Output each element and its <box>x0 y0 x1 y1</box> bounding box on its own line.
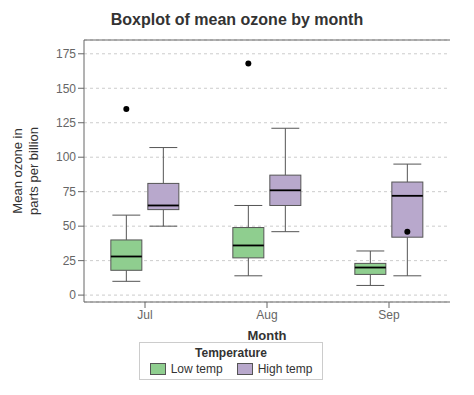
svg-text:100: 100 <box>56 150 76 164</box>
svg-text:50: 50 <box>63 219 77 233</box>
svg-text:175: 175 <box>56 47 76 61</box>
svg-text:Month: Month <box>248 328 287 343</box>
html-text:High temp: High temp <box>257 362 313 376</box>
svg-text:0: 0 <box>69 288 76 302</box>
svg-text:Aug: Aug <box>256 308 277 322</box>
svg-text:Jul: Jul <box>137 308 152 322</box>
svg-text:25: 25 <box>63 254 77 268</box>
html-text:Low temp: Low temp <box>170 362 223 376</box>
html-text:Temperature: Temperature <box>195 346 267 360</box>
svg-text:125: 125 <box>56 116 76 130</box>
html-text:Boxplot of mean ozone by month: Boxplot of mean ozone by month <box>110 11 364 28</box>
svg-text:150: 150 <box>56 82 76 96</box>
svg-text:75: 75 <box>63 185 77 199</box>
svg-text:Sep: Sep <box>378 308 400 322</box>
svg-text:Mean ozone inparts per billion: Mean ozone inparts per billion <box>10 127 41 215</box>
